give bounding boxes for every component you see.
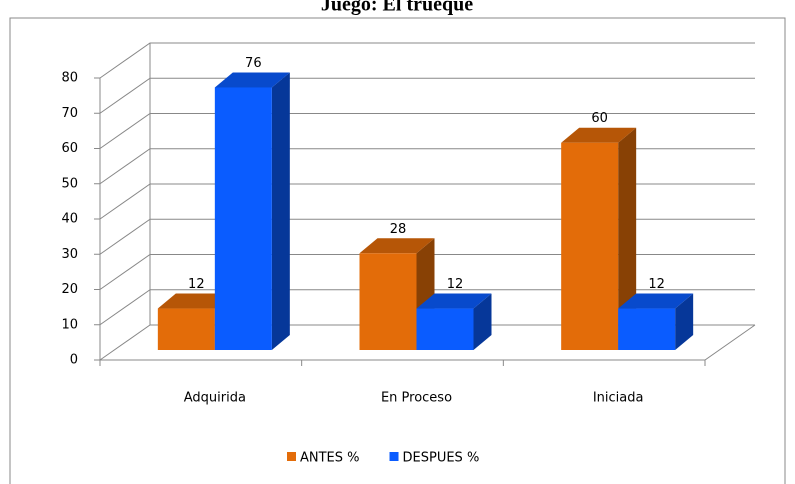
y-tick-label: 80 — [61, 71, 78, 86]
grid-line — [99, 113, 755, 149]
grid-line — [99, 218, 755, 255]
bar-side — [271, 72, 290, 350]
bar — [359, 253, 417, 350]
y-tick-label: 50 — [61, 176, 78, 191]
bar-side — [675, 293, 694, 350]
data-label: 76 — [245, 56, 262, 71]
chart-frame — [9, 17, 786, 484]
y-tick-label: 20 — [61, 282, 78, 297]
y-tick-label: 0 — [70, 353, 78, 368]
data-label: 12 — [188, 277, 205, 292]
y-tick-label: 40 — [61, 212, 78, 227]
bar-top — [359, 238, 435, 254]
grid-line — [99, 183, 755, 220]
grid-line — [99, 42, 755, 79]
bar-top — [561, 127, 637, 143]
bar — [416, 308, 474, 350]
x-tick-label: Adquirida — [184, 391, 246, 406]
bar-side — [618, 127, 637, 350]
grid-line — [99, 324, 755, 361]
grid-line — [99, 289, 755, 326]
legend-label: DESPUES % — [403, 451, 480, 466]
legend-label: ANTES % — [300, 451, 360, 466]
data-label: 60 — [591, 111, 608, 126]
bar — [157, 308, 215, 350]
data-label: 28 — [390, 222, 407, 237]
bar — [214, 87, 272, 350]
legend-swatch — [389, 452, 399, 461]
bar-top — [157, 293, 233, 309]
bar — [618, 308, 676, 350]
grid-line — [99, 77, 755, 114]
y-tick-label: 70 — [61, 106, 78, 121]
grid-line — [99, 148, 755, 185]
bar — [561, 142, 619, 350]
bar-side — [473, 293, 492, 350]
bar-top — [416, 293, 492, 309]
x-tick-label: En Proceso — [381, 391, 452, 406]
chart-title: Juego: El trueque — [321, 0, 473, 16]
data-label: 12 — [648, 277, 665, 292]
y-tick-label: 60 — [61, 141, 78, 156]
grid-line — [99, 254, 755, 290]
legend-swatch — [287, 452, 296, 461]
x-tick-label: Iniciada — [593, 391, 644, 406]
data-label: 12 — [447, 277, 464, 292]
bar-top — [214, 72, 290, 88]
y-tick-label: 10 — [61, 317, 78, 332]
y-tick-label: 30 — [61, 247, 78, 262]
bar-top — [618, 293, 694, 309]
